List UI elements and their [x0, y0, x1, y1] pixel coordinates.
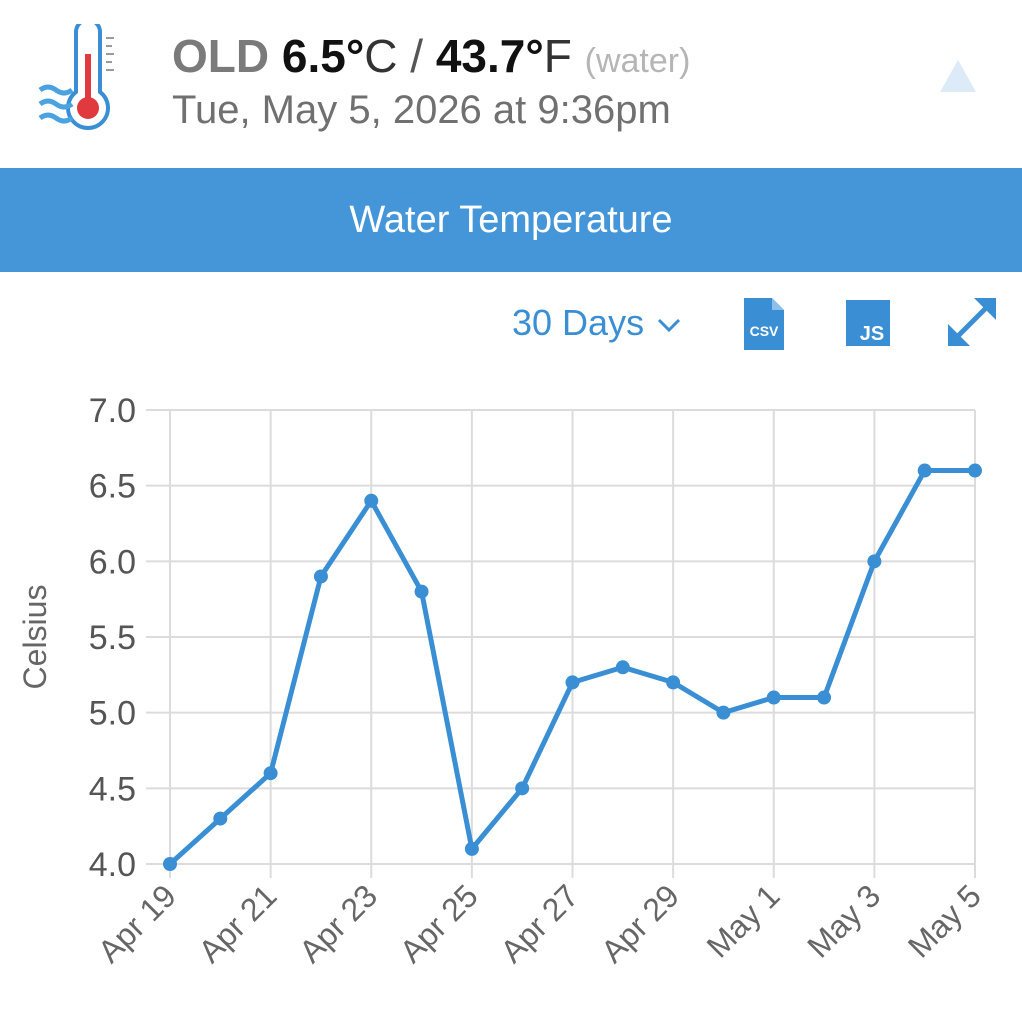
header: OLD 6.5°C / 43.7°F (water) Tue, May 5, 2…	[0, 0, 1022, 168]
data-point[interactable]	[163, 857, 177, 871]
data-point[interactable]	[666, 675, 681, 690]
range-dropdown[interactable]: 30 Days	[512, 302, 684, 344]
data-point[interactable]	[364, 493, 379, 508]
grid	[146, 409, 976, 878]
timestamp: Tue, May 5, 2026 at 9:36pm	[172, 88, 671, 132]
y-axis-label: Celsius	[17, 585, 53, 690]
csv-icon-label: CSV	[750, 323, 779, 339]
water-temperature-chart: 4.0 4.5 5.0 5.5 6.0 6.5 7.0 Apr 19 Apr 21 Apr 23…	[17, 392, 988, 970]
data-point[interactable]	[313, 569, 328, 584]
status-badge: OLD	[172, 30, 270, 82]
x-tick-label: Apr 29	[594, 877, 686, 969]
y-tick-label: 4.0	[89, 846, 136, 884]
celsius-unit: C	[364, 30, 398, 82]
x-axis-ticks: Apr 19 Apr 21 Apr 23 Apr 25 Apr 27 Apr 29 May …	[91, 877, 988, 969]
unit-separator: /	[410, 30, 424, 82]
x-tick-label: Apr 23	[292, 877, 384, 969]
x-tick-label: Apr 19	[91, 877, 183, 969]
js-icon-label: JS	[860, 323, 884, 345]
csv-download-icon[interactable]: CSV	[740, 296, 786, 352]
data-point[interactable]	[615, 660, 630, 675]
data-point[interactable]	[213, 811, 228, 826]
fahrenheit-unit: F	[543, 30, 572, 82]
thermometer-icon	[38, 24, 114, 130]
y-tick-label: 7.0	[89, 392, 136, 430]
range-label: 30 Days	[512, 302, 645, 343]
data-point[interactable]	[917, 463, 932, 478]
chart-toolbar: 30 Days CSV JS	[0, 290, 1022, 360]
y-tick-label: 5.0	[89, 695, 136, 733]
data-point[interactable]	[817, 690, 832, 705]
data-point[interactable]	[565, 675, 580, 690]
data-point[interactable]	[968, 463, 982, 478]
x-tick-label: Apr 25	[393, 877, 485, 969]
celsius-value: 6.5°	[281, 30, 365, 82]
data-point[interactable]	[515, 781, 530, 796]
y-axis-ticks: 4.0 4.5 5.0 5.5 6.0 6.5 7.0	[89, 392, 136, 884]
x-tick-label: Apr 27	[493, 877, 585, 969]
y-tick-label: 4.5	[89, 770, 136, 808]
triangle-up-icon[interactable]	[938, 58, 978, 94]
expand-icon[interactable]	[944, 294, 1000, 350]
x-tick-label: May 1	[700, 877, 787, 964]
data-point[interactable]	[716, 705, 731, 720]
data-point[interactable]	[414, 584, 429, 599]
fahrenheit-value: 43.7°	[435, 30, 544, 82]
data-point[interactable]	[766, 690, 781, 705]
x-tick-label: May 3	[800, 877, 887, 964]
y-tick-label: 5.5	[89, 619, 136, 657]
x-tick-label: May 5	[901, 877, 988, 964]
data-point[interactable]	[464, 841, 479, 856]
data-point[interactable]	[263, 766, 278, 781]
y-tick-label: 6.5	[89, 468, 136, 506]
chart-title-banner: Water Temperature	[0, 168, 1022, 272]
chevron-down-icon	[658, 319, 681, 333]
data-point[interactable]	[867, 554, 882, 569]
js-embed-icon[interactable]: JS	[844, 298, 892, 348]
measure-kind: (water)	[584, 42, 691, 80]
reading-title: OLD 6.5°C / 43.7°F (water)	[172, 28, 690, 89]
x-tick-label: Apr 21	[191, 877, 283, 969]
y-tick-label: 6.0	[89, 543, 136, 581]
series-group	[163, 463, 982, 871]
